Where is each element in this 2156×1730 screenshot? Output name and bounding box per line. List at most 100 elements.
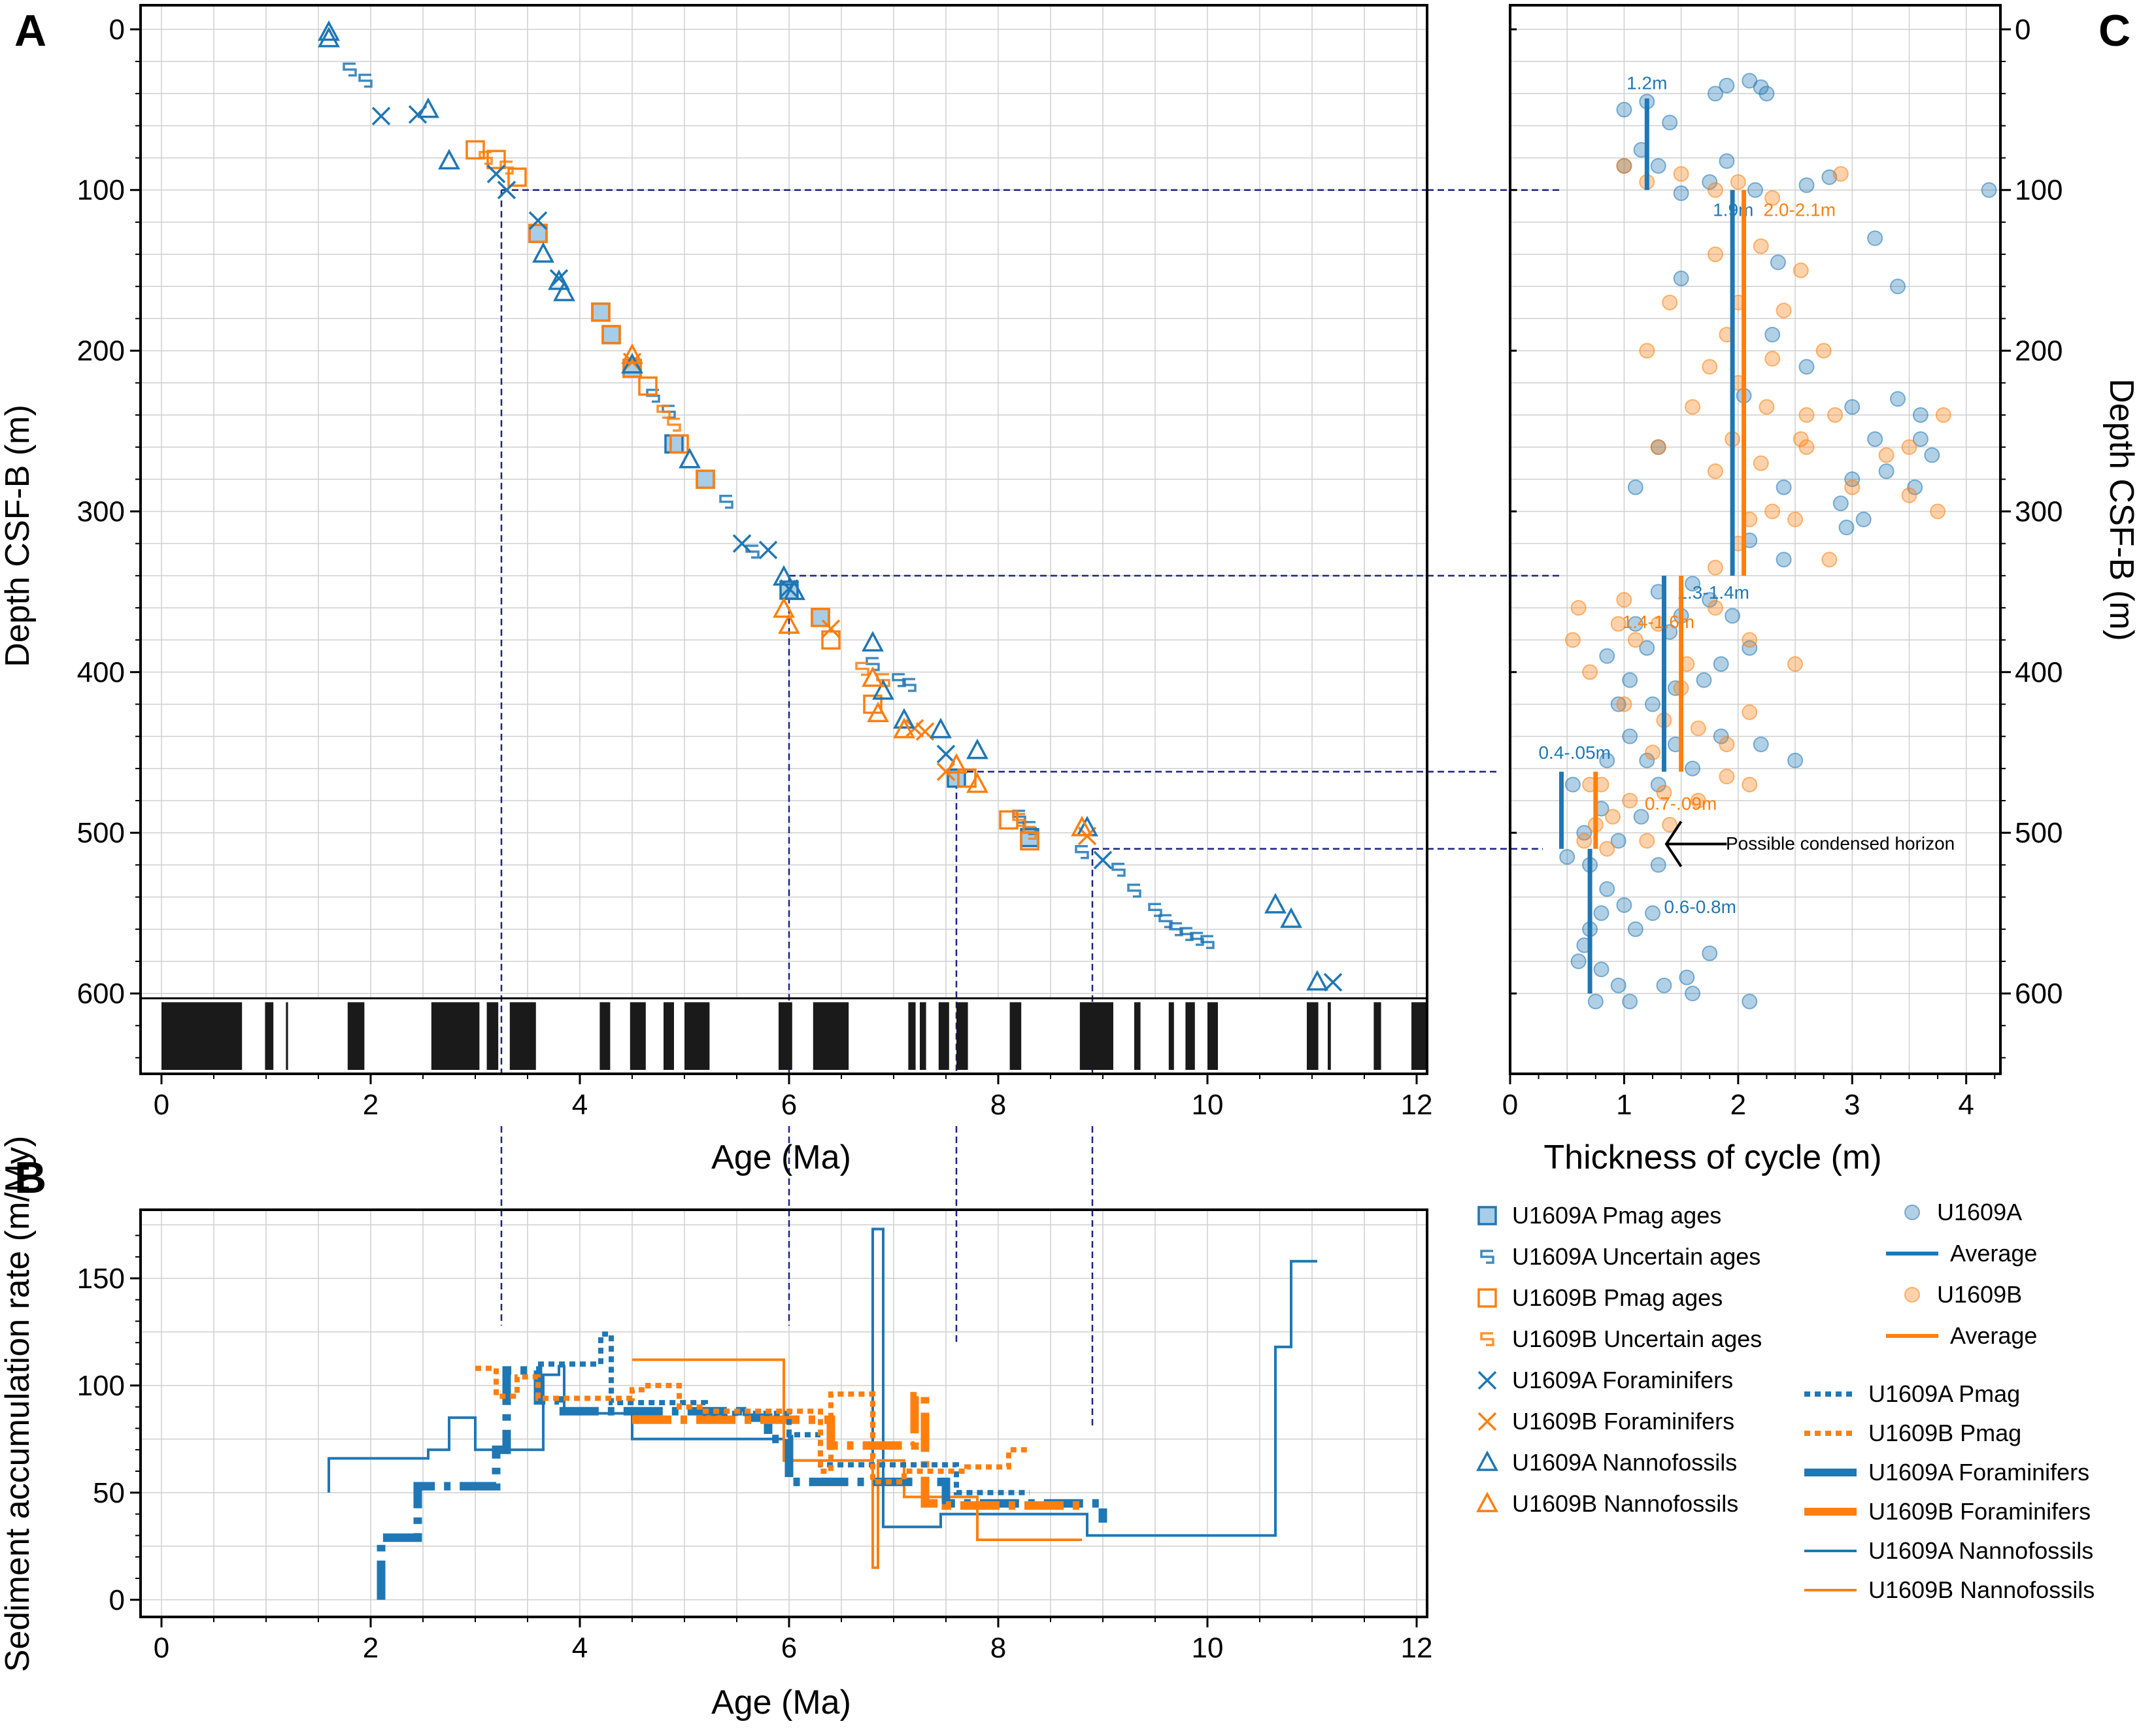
legend-marker-bracket [1480,1250,1494,1264]
panel-c-point-u1609b [1599,840,1615,857]
panel-c-point-u1609a [1639,640,1655,656]
panel-a-xlabel: Age (Ma) [711,1139,851,1176]
panel-a-point-u1609a-foraminifers [732,534,752,553]
legend-label: U1609A Foraminifers [1512,1367,1733,1393]
panel-c-point-u1609b [1844,479,1861,495]
legend-item: U1609A Nannofossils [1804,1537,2093,1564]
panel-a-point-u1609b-uncertain-ages [667,417,681,432]
panel-a-point-u1609b-pmag-ages [821,630,841,650]
panel-c-point-u1609b [1759,399,1775,415]
panel-c-point-u1609a [1832,495,1849,512]
panel-a-x-tick-label: 0 [154,1089,169,1121]
panel-b-y-tick-label: 50 [93,1477,125,1509]
panel-a-point-u1609a-nannofossils [862,631,884,652]
condensed-horizon-label: Possible condensed horizon [1726,833,1955,854]
data-layer: 1.2m 1.9m 2.0-2.1m 1.3-1.4m 1.4-1.6m 0.4-.05m… [141,20,1997,1600]
panel-c-x-tick-label: 2 [1730,1089,1746,1121]
polarity-chron-normal [265,1002,274,1070]
panel-c-point-u1609b [1787,511,1804,527]
polarity-chron-normal [630,1002,646,1070]
panel-c-point-u1609a [1673,185,1689,201]
panel-c-point-u1609a [1981,182,1997,198]
panel-a-point-u1609a-foraminifers [371,107,391,125]
polarity-chron-normal [1134,1002,1141,1070]
panel-c-point-u1609a [1719,153,1735,169]
legend-item: U1609A Nannofossils [1476,1449,1737,1476]
panel-b-x-tick-label: 0 [154,1632,169,1664]
panel-c-point-u1609a [1719,77,1735,93]
panel-c-y-tick-label: 600 [2015,978,2063,1010]
panel-c-point-u1609a [1776,479,1792,495]
panel-a-point-u1609a-uncertain-ages [1190,931,1204,946]
panel-b-xlabel: Age (Ma) [711,1684,851,1722]
polarity-chron-normal [938,1002,949,1070]
panel-c-point-u1609a [1610,833,1626,849]
legend-item: U1609A [1904,1199,2022,1225]
legend-label: U1609B Uncertain ages [1512,1325,1762,1352]
panel-b-series-u1609b-foraminifers [632,1391,1087,1510]
panel-c-point-u1609a [1599,752,1615,769]
panel-a-y-tick-label: 0 [109,14,125,46]
panel-c-x-tick-label: 1 [1616,1089,1632,1121]
panel-c-point-u1609a [1912,431,1929,447]
legend-item: U1609A Pmag ages [1477,1202,1721,1229]
legend: U1609A Pmag ages U1609A Uncertain ages U16… [1476,1199,2095,1603]
panel-a-point-u1609b-pmag-ages [601,325,621,344]
panel-a-point-u1609a-uncertain-ages [1075,844,1089,859]
panel-c-point-u1609b [1719,736,1735,752]
panel-a-ylabel: Depth CSF-B (m) [0,405,37,667]
panel-c-point-u1609b [1901,439,1917,456]
legend-label: Average [1950,1322,2037,1349]
panel-c-point-u1609a [1747,182,1763,198]
panel-a-point-u1609a-foraminifers [936,744,956,763]
panel-c-average-label: 1.3-1.4m [1677,582,1749,603]
panel-a-point-u1609a-pmag-ages [664,434,684,454]
legend-marker-circle [1904,1205,1920,1220]
legend-marker-bracket [1480,1332,1494,1346]
panel-letter-c: C [2098,6,2131,56]
panel-b-y-tick-label: 100 [77,1370,125,1402]
panel-a-point-u1609b-pmag-ages [465,140,485,160]
panel-c-point-u1609a [1798,177,1815,193]
panel-c-point-u1609a [1576,825,1592,841]
legend-marker-square-filled [1477,1206,1497,1225]
panel-c-point-u1609a [1713,656,1729,673]
legend-label: U1609A Pmag ages [1512,1202,1721,1229]
panel-c-point-u1609a [1702,591,1718,608]
panel-c-point-u1609a [1599,881,1615,897]
panel-c-point-u1609a [1610,977,1626,993]
panel-a-point-u1609b-pmag-ages [638,376,658,396]
panel-c-point-u1609a [1587,993,1604,1010]
legend-marker-circle [1904,1287,1920,1303]
panel-a-point-u1609a-nannofossils [783,579,805,601]
panel-c-point-u1609a [1713,728,1729,744]
panel-a-x-tick-label: 12 [1401,1089,1433,1121]
panel-c-point-u1609a [1890,391,1906,407]
panel-a-point-u1609b-uncertain-ages [855,661,869,676]
polarity-chron-normal [956,1002,968,1070]
panel-c-y-tick-label: 0 [2015,14,2030,46]
panel-c-point-u1609b [1730,174,1746,190]
panel-c-ylabel: Depth CSF-B (m) [2102,378,2140,641]
panel-c-point-u1609a [1702,945,1718,961]
panel-c-point-u1609a [1685,576,1701,592]
panel-a-point-u1609a-nannofossils [872,679,894,700]
polarity-chron-normal [286,1002,288,1070]
panel-a-point-u1609b-uncertain-ages [479,150,493,165]
legend-item: U1609A Foraminifers [1477,1367,1733,1393]
panel-c-point-u1609a [1707,86,1723,102]
panel-c-point-u1609b [1787,656,1804,673]
legend-item: Average [1886,1322,2037,1349]
polarity-chron-normal [347,1002,365,1070]
polarity-chron-normal [509,1002,536,1070]
panel-c-point-u1609a [1650,857,1666,873]
panel-a-point-u1609b-pmag-ages [528,224,548,243]
panel-c-average-label: 1.9m [1713,200,1753,220]
panel-a-point-u1609b-pmag-ages [811,607,830,627]
panel-c-frame [1509,4,2002,1075]
panel-a-y-tick-label: 300 [77,495,125,527]
panel-c-average-label: 0.7-.09m [1645,793,1717,814]
panel-b-x-tick-label: 4 [572,1632,588,1664]
panel-c-point-u1609a [1753,736,1769,752]
legend-item: U1609B Pmag ages [1477,1284,1723,1311]
